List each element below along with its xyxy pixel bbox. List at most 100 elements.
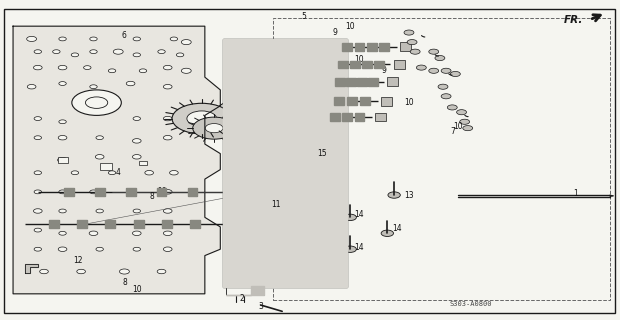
Circle shape (164, 247, 172, 252)
Bar (162, 220, 172, 228)
Circle shape (448, 105, 457, 110)
Bar (64, 188, 74, 196)
Circle shape (90, 85, 97, 89)
Bar (375, 113, 386, 122)
Circle shape (84, 66, 91, 69)
Bar (357, 78, 367, 86)
Bar (347, 97, 356, 105)
Text: 8: 8 (122, 278, 127, 287)
Bar (381, 97, 392, 106)
Polygon shape (355, 43, 365, 51)
Polygon shape (350, 60, 360, 68)
Circle shape (164, 135, 172, 140)
Polygon shape (346, 78, 356, 86)
Circle shape (276, 60, 294, 69)
Bar (342, 43, 352, 51)
Circle shape (344, 214, 356, 220)
Circle shape (441, 68, 451, 73)
Circle shape (108, 171, 116, 175)
Circle shape (59, 37, 66, 41)
Circle shape (90, 190, 97, 194)
Circle shape (71, 171, 79, 175)
Circle shape (170, 171, 178, 175)
Text: 4: 4 (116, 168, 121, 177)
Polygon shape (157, 188, 167, 196)
Text: 5: 5 (301, 12, 306, 21)
Circle shape (72, 90, 122, 116)
Polygon shape (342, 43, 352, 51)
Circle shape (312, 85, 332, 95)
Polygon shape (77, 220, 87, 228)
Circle shape (86, 97, 108, 108)
Bar (223, 39, 347, 287)
Bar (368, 78, 378, 86)
Circle shape (34, 171, 42, 175)
Circle shape (344, 246, 356, 252)
Circle shape (113, 49, 123, 54)
Bar (335, 78, 345, 86)
Text: 14: 14 (355, 210, 365, 219)
Bar (226, 286, 251, 295)
Circle shape (417, 65, 427, 70)
Circle shape (34, 136, 42, 140)
Circle shape (157, 269, 166, 274)
Circle shape (164, 116, 172, 121)
Circle shape (140, 69, 147, 73)
Polygon shape (25, 264, 38, 273)
Polygon shape (335, 78, 345, 86)
Circle shape (77, 269, 86, 274)
Circle shape (237, 116, 259, 127)
Circle shape (127, 190, 135, 194)
Circle shape (96, 136, 104, 140)
Circle shape (232, 206, 249, 215)
Bar (355, 43, 365, 51)
Polygon shape (355, 113, 365, 121)
Text: 10: 10 (355, 55, 365, 64)
Circle shape (404, 30, 414, 35)
Circle shape (277, 86, 293, 94)
Polygon shape (126, 188, 136, 196)
Circle shape (58, 135, 67, 140)
Bar (330, 113, 340, 121)
Circle shape (158, 50, 166, 53)
Polygon shape (226, 286, 264, 295)
Bar (126, 188, 136, 196)
Polygon shape (49, 220, 59, 228)
Bar (342, 113, 352, 121)
Bar (334, 97, 343, 105)
Bar (157, 188, 167, 196)
Polygon shape (95, 188, 105, 196)
Circle shape (164, 65, 172, 70)
Bar (374, 60, 384, 68)
Circle shape (133, 53, 141, 57)
Circle shape (33, 65, 42, 70)
Bar (77, 220, 87, 228)
Bar (95, 188, 105, 196)
Polygon shape (190, 220, 200, 228)
Polygon shape (223, 39, 347, 287)
Circle shape (270, 152, 313, 174)
Bar (350, 60, 360, 68)
Polygon shape (362, 60, 372, 68)
Circle shape (96, 209, 104, 213)
Circle shape (181, 68, 191, 73)
Circle shape (33, 209, 42, 213)
Text: 10: 10 (132, 284, 141, 293)
Bar (100, 163, 112, 170)
Polygon shape (374, 60, 384, 68)
Polygon shape (64, 188, 74, 196)
Circle shape (187, 111, 216, 126)
Circle shape (234, 89, 262, 103)
Text: 14: 14 (392, 224, 401, 233)
Bar (360, 97, 370, 105)
Circle shape (286, 44, 296, 50)
Bar (346, 78, 356, 86)
Text: 15: 15 (317, 149, 327, 158)
Circle shape (34, 247, 42, 251)
Polygon shape (133, 220, 143, 228)
Circle shape (205, 124, 223, 133)
Text: 9: 9 (332, 28, 337, 37)
Text: 14: 14 (355, 243, 365, 252)
Circle shape (120, 269, 130, 274)
Circle shape (27, 36, 37, 42)
